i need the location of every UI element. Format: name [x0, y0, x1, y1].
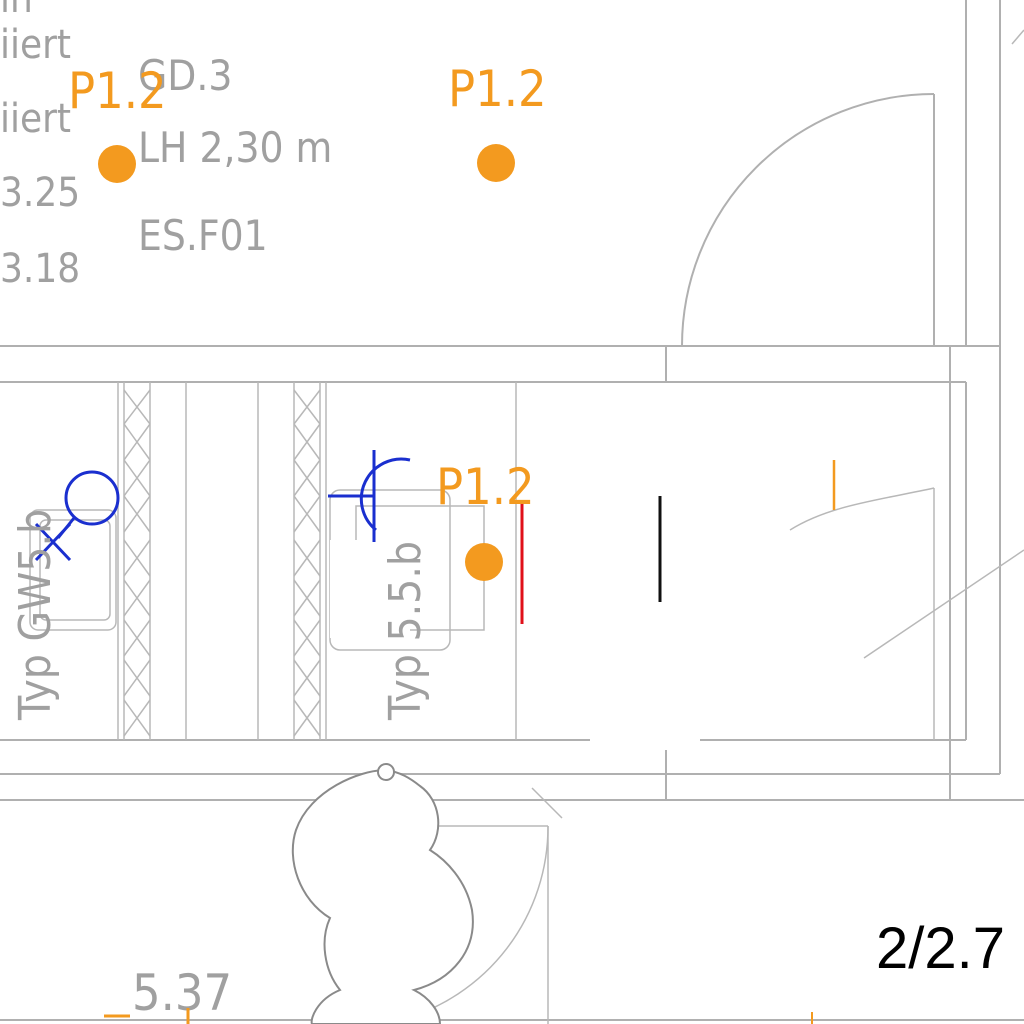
room-finish: ES.F01: [138, 211, 268, 260]
room-label-line2: iiert: [0, 22, 71, 68]
bracing-left: [123, 389, 151, 737]
mask-area: [590, 640, 700, 750]
door-swing-upper: [681, 93, 935, 347]
sheet-reference: 2/2.7: [876, 916, 1005, 981]
bracing-right: [293, 389, 321, 737]
marker-label: P1.2: [448, 60, 547, 118]
room-label-line1: in: [0, 0, 33, 22]
room-label-line3: iiert: [0, 96, 71, 142]
toilet-icon: [291, 763, 474, 1024]
marker-dot: [465, 543, 503, 581]
electrical-outlet-symbol: [34, 470, 120, 562]
marker-label: P1.2: [436, 458, 535, 516]
mask-area: [330, 540, 410, 638]
shaft-area: [0, 382, 1024, 801]
marker-dot: [477, 144, 515, 182]
upper-room-walls: [0, 0, 1001, 800]
room-code: GD.3: [138, 51, 232, 100]
marker-dot: [98, 145, 136, 183]
room-label-line5: 3.18: [0, 246, 80, 292]
marker-p12-2: P1.2: [448, 60, 547, 182]
diagonal-lines: [789, 29, 1024, 659]
marker-label: P1.2: [68, 62, 167, 120]
shaft-label-left: Typ GW5.b: [10, 509, 61, 721]
shaft-label-right: Typ 5.5.b: [380, 541, 431, 721]
marker-p12-1: P1.2: [68, 62, 167, 183]
switch-symbol: [328, 450, 411, 542]
marker-p12-3: P1.2: [436, 458, 535, 581]
dimension-label: 5.37: [132, 964, 232, 1022]
room-label-line4: 3.25: [0, 170, 80, 216]
room-height: LH 2,30 m: [138, 123, 332, 172]
